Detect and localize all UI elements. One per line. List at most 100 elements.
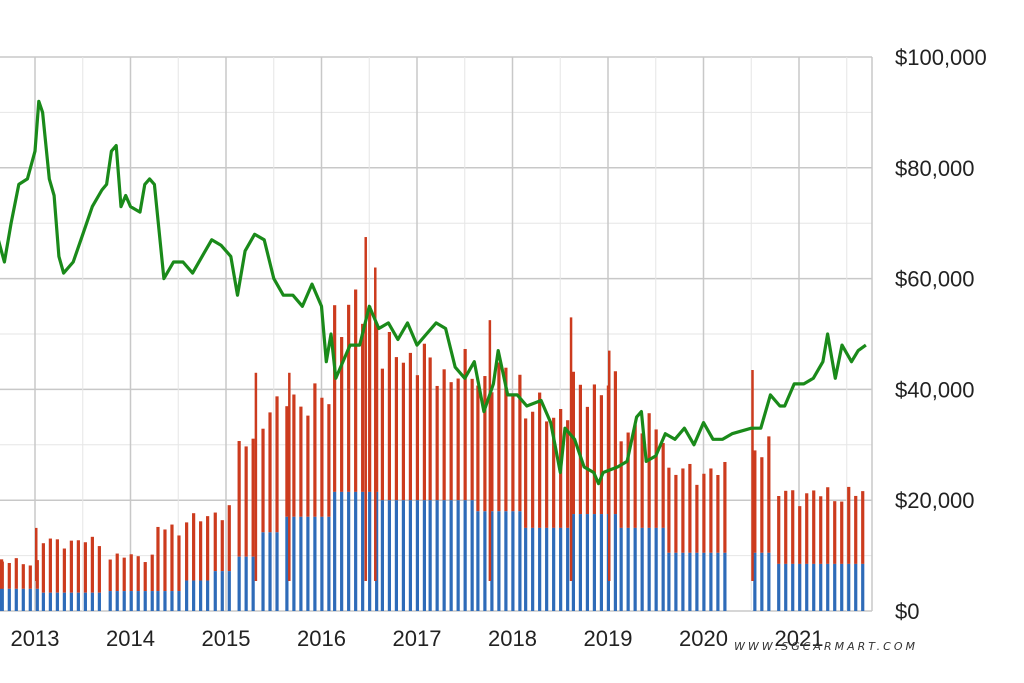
bar-spike bbox=[488, 320, 492, 581]
bar-upper bbox=[753, 450, 757, 553]
bar-lower bbox=[428, 500, 432, 611]
bar-lower bbox=[490, 511, 494, 611]
y-tick-label: $20,000 bbox=[895, 488, 975, 513]
bar-upper bbox=[220, 520, 224, 572]
bar-upper bbox=[55, 539, 59, 593]
bar-upper bbox=[62, 548, 66, 593]
bar-lower bbox=[320, 516, 324, 611]
bar-lower bbox=[674, 552, 678, 611]
bar-lower bbox=[585, 514, 589, 611]
bar-upper bbox=[408, 352, 412, 501]
bar-lower bbox=[268, 532, 272, 611]
bar-lower bbox=[767, 552, 771, 611]
bar-upper bbox=[538, 392, 542, 528]
bar-lower bbox=[681, 552, 685, 611]
x-tick-label: 2015 bbox=[202, 626, 251, 651]
bar-lower bbox=[456, 500, 460, 611]
bar-lower bbox=[122, 591, 126, 611]
bar-upper bbox=[275, 396, 279, 533]
bar-lower bbox=[185, 580, 189, 611]
bar-upper bbox=[347, 304, 351, 492]
bar-upper bbox=[97, 546, 101, 593]
bar-lower bbox=[0, 588, 4, 611]
bar-upper bbox=[199, 521, 203, 581]
bar-upper bbox=[681, 468, 685, 553]
bar-lower bbox=[156, 591, 160, 611]
bar-upper bbox=[163, 529, 167, 592]
bar-lower bbox=[566, 527, 570, 611]
bar-lower bbox=[150, 591, 154, 611]
bar-upper bbox=[592, 384, 596, 515]
bar-lower bbox=[667, 552, 671, 611]
bar-lower bbox=[511, 511, 515, 611]
x-tick-label: 2018 bbox=[488, 626, 537, 651]
x-tick-label: 2019 bbox=[584, 626, 633, 651]
bar-upper bbox=[108, 559, 112, 592]
bar-upper bbox=[545, 421, 549, 528]
bar-lower bbox=[35, 588, 39, 611]
bar-upper bbox=[661, 443, 665, 528]
y-tick-label: $100,000 bbox=[895, 45, 987, 70]
bar-lower bbox=[661, 527, 665, 611]
bar-lower bbox=[261, 532, 265, 611]
bar-lower bbox=[244, 556, 248, 611]
bar-upper bbox=[340, 337, 344, 492]
bar-upper bbox=[840, 501, 844, 564]
bar-lower bbox=[592, 514, 596, 611]
bar-upper bbox=[647, 413, 651, 528]
bar-upper bbox=[777, 496, 781, 564]
bar-upper bbox=[375, 323, 379, 492]
bar-upper bbox=[805, 493, 809, 564]
bar-lower bbox=[435, 500, 439, 611]
bar-lower bbox=[695, 552, 699, 611]
bar-spike bbox=[569, 317, 573, 581]
bar-upper bbox=[177, 535, 181, 592]
bar-lower bbox=[709, 552, 713, 611]
bar-spike bbox=[288, 372, 291, 581]
bar-upper bbox=[428, 357, 432, 501]
bar-lower bbox=[415, 500, 419, 611]
bar-upper bbox=[524, 418, 528, 528]
bar-lower bbox=[470, 500, 474, 611]
bar-upper bbox=[767, 436, 771, 553]
bar-upper bbox=[292, 394, 296, 517]
bar-lower bbox=[251, 556, 255, 611]
bar-upper bbox=[791, 490, 795, 564]
bar-lower bbox=[702, 552, 706, 611]
bar-lower bbox=[220, 571, 224, 611]
bar-lower bbox=[275, 532, 279, 611]
bar-upper bbox=[251, 438, 255, 557]
bar-lower bbox=[633, 527, 637, 611]
bar-upper bbox=[415, 375, 419, 501]
bar-lower bbox=[545, 527, 549, 611]
x-tick-label: 2013 bbox=[11, 626, 60, 651]
bar-upper bbox=[490, 392, 494, 512]
bar-upper bbox=[0, 561, 4, 589]
bar-lower bbox=[833, 563, 837, 611]
bar-lower bbox=[442, 500, 446, 611]
bar-lower bbox=[368, 491, 372, 611]
bar-upper bbox=[497, 362, 501, 512]
y-tick-label: $80,000 bbox=[895, 156, 975, 181]
bar-lower bbox=[716, 552, 720, 611]
bar-upper bbox=[566, 420, 570, 528]
bar-upper bbox=[361, 323, 365, 492]
bar-upper bbox=[449, 382, 453, 501]
bar-lower bbox=[361, 491, 365, 611]
bar-lower bbox=[647, 527, 651, 611]
bar-lower bbox=[21, 588, 25, 611]
bar-lower bbox=[177, 591, 181, 611]
bar-lower bbox=[206, 580, 210, 611]
bar-lower bbox=[7, 588, 11, 611]
bar-lower bbox=[518, 511, 522, 611]
bar-lower bbox=[192, 580, 196, 611]
bar-lower bbox=[497, 511, 501, 611]
bar-lower bbox=[354, 491, 358, 611]
bar-lower bbox=[170, 591, 174, 611]
bar-upper bbox=[122, 557, 126, 592]
bar-lower bbox=[55, 592, 59, 611]
bar-upper bbox=[213, 512, 217, 572]
bar-upper bbox=[716, 474, 720, 553]
bar-lower bbox=[227, 571, 231, 611]
bar-upper bbox=[619, 441, 623, 528]
